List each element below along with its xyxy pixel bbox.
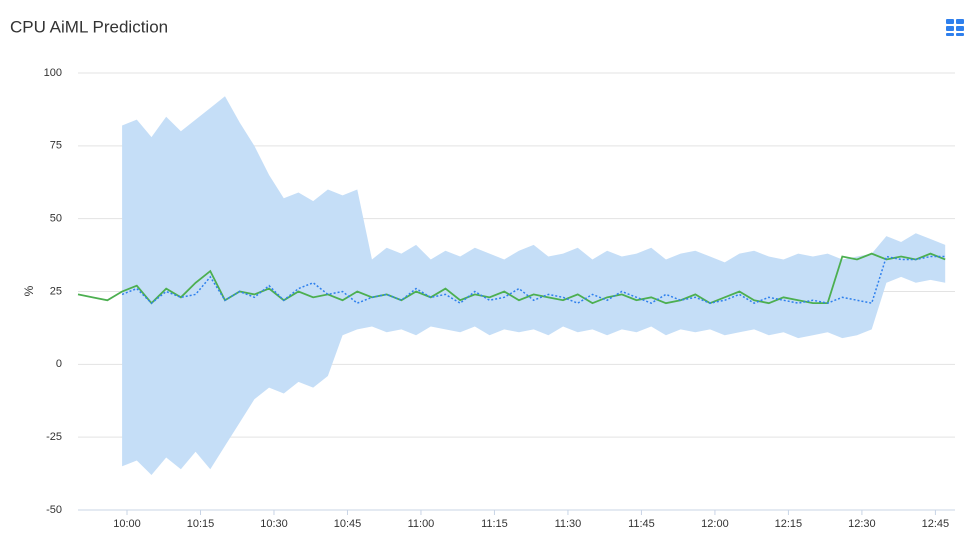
y-tick-label: 100 bbox=[44, 67, 62, 79]
x-tick-label: 11:00 bbox=[408, 518, 435, 530]
x-tick-label: 12:15 bbox=[775, 518, 803, 530]
x-tick-label: 12:45 bbox=[922, 518, 950, 530]
x-tick-label: 10:00 bbox=[113, 518, 141, 530]
y-tick-label: 50 bbox=[50, 213, 62, 225]
series-line bbox=[121, 255, 946, 305]
chart-title: CPU AiML Prediction bbox=[10, 17, 168, 36]
y-tick-label: -50 bbox=[46, 504, 62, 516]
x-tick-label: 10:15 bbox=[187, 518, 215, 530]
series-line bbox=[77, 252, 946, 305]
x-tick-label: 11:30 bbox=[555, 518, 582, 530]
y-tick-label: -25 bbox=[46, 431, 62, 443]
x-tick-label: 11:15 bbox=[481, 518, 508, 530]
x-tick-label: 12:00 bbox=[701, 518, 729, 530]
x-tick-label: 10:45 bbox=[334, 518, 362, 530]
y-axis-label: % bbox=[22, 285, 36, 296]
y-tick-label: 75 bbox=[50, 140, 62, 152]
x-tick-label: 10:30 bbox=[260, 518, 288, 530]
y-tick-label: 0 bbox=[56, 358, 62, 370]
y-tick-label: 25 bbox=[50, 285, 62, 297]
layout-icon[interactable] bbox=[946, 19, 964, 36]
prediction-band bbox=[122, 96, 946, 476]
x-tick-label: 11:45 bbox=[628, 518, 655, 530]
x-tick-label: 12:30 bbox=[848, 518, 876, 530]
